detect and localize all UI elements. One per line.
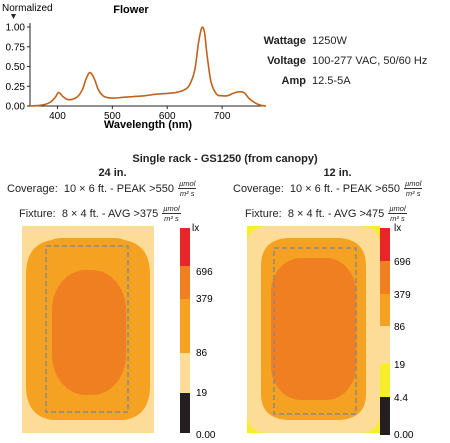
- coverage-label: Coverage:: [7, 182, 58, 195]
- unit-den: m² s: [405, 189, 421, 198]
- spec-label: Voltage: [267, 55, 306, 67]
- y-tick-label: 0.50: [6, 62, 26, 73]
- heat-zone-core: [271, 258, 356, 400]
- scale-tick: 696: [196, 267, 213, 278]
- fixture-specs: Wattage 1250W Voltage 100-277 VAC, 50/60 H…: [230, 35, 428, 95]
- scale-unit: lx: [394, 223, 401, 234]
- y-axis-label: Normalized: [2, 3, 53, 14]
- x-axis-label: Wavelength (nm): [104, 119, 193, 131]
- unit-den: m² s: [179, 189, 195, 198]
- fixture-line-12in: Fixture: 8 × 4 ft. - AVG >475 µmol m² s: [245, 204, 407, 223]
- unit-num: µmol: [388, 204, 407, 214]
- unit-num: µmol: [177, 179, 197, 189]
- scale-tick: 379: [196, 294, 213, 305]
- y-ticks: 1.00 0.75 0.50 0.25 0.00: [6, 23, 30, 113]
- color-scale-12in: lx 696 379 86 19 4.4 0.00: [380, 223, 414, 440]
- fixture-outline: [273, 247, 357, 415]
- scale-band-black: [380, 397, 390, 435]
- chart-title: Flower: [113, 4, 149, 16]
- fixture-text: 8 × 4 ft. - AVG >475: [287, 207, 385, 220]
- fixture-label: Fixture:: [19, 207, 56, 220]
- scale-tick: 696: [394, 257, 411, 268]
- scale-band-red: [380, 228, 390, 261]
- heatmap-24in: [22, 226, 154, 433]
- coverage-line-24in: Coverage: 10 × 6 ft. - PEAK >550 µmol m² …: [7, 179, 197, 198]
- scale-band-dark-orange: [380, 261, 390, 294]
- panel-height-label: 12 in.: [323, 167, 352, 179]
- spec-value: 100-277 VAC, 50/60 Hz: [312, 55, 428, 67]
- scale-tick: 86: [196, 348, 208, 359]
- scale-band-light: [380, 326, 390, 364]
- heat-zone-core: [52, 270, 126, 395]
- unit-num: µmol: [403, 179, 423, 189]
- coverage-line-12in: Coverage: 10 × 6 ft. - PEAK >650 µmol m² …: [233, 179, 423, 198]
- x-tick-label: 500: [104, 111, 121, 122]
- spec-label: Wattage: [263, 35, 306, 47]
- panel-12in: 12 in.: [225, 167, 450, 181]
- scale-unit: lx: [192, 223, 199, 234]
- heatmap-12in: [247, 226, 380, 433]
- fixture-line-24in: Fixture: 8 × 4 ft. - AVG >375 µmol m² s: [19, 204, 181, 223]
- scale-tick: 86: [394, 322, 406, 333]
- panel-height-label: 24 in.: [98, 167, 127, 179]
- y-tick-label: 0.25: [6, 82, 26, 93]
- unit-fraction: µmol m² s: [162, 204, 181, 223]
- fixture-text: 8 × 4 ft. - AVG >375: [61, 207, 159, 220]
- coverage-label: Coverage:: [233, 182, 284, 195]
- scale-tick: 4.4: [394, 393, 408, 404]
- scale-band-dark-orange: [180, 266, 190, 299]
- color-scale-24in: lx 696 379 86 19 0.00: [180, 223, 216, 440]
- scale-band-yellow: [380, 364, 390, 397]
- fixture-outline: [45, 245, 129, 413]
- scale-tick: 379: [394, 290, 411, 301]
- coverage-text: 10 × 6 ft. - PEAK >650: [289, 182, 400, 195]
- scale-band-orange: [380, 294, 390, 326]
- panel-24in: 24 in.: [0, 167, 225, 181]
- unit-fraction: µmol m² s: [177, 179, 197, 198]
- x-tick-label: 700: [214, 111, 231, 122]
- spec-label: Amp: [281, 75, 306, 87]
- scale-band-orange: [180, 299, 190, 353]
- spectrum-chart: Normalized Flower 1.00 0.75 0.50 0.25 0.00 4…: [2, 3, 267, 131]
- fixture-label: Fixture:: [245, 207, 282, 220]
- x-tick-label: 600: [159, 111, 176, 122]
- spec-value: 12.5-5A: [312, 75, 351, 87]
- scale-tick: 0.00: [394, 430, 414, 440]
- scale-tick: 19: [196, 388, 208, 399]
- x-tick-label: 400: [49, 111, 66, 122]
- chart-axes: [29, 23, 266, 107]
- y-axis-arrow-icon: [11, 14, 16, 19]
- scale-band-light: [180, 353, 190, 393]
- unit-num: µmol: [162, 204, 181, 214]
- scale-band-red: [180, 228, 190, 266]
- spec-row-amp: Amp 12.5-5A: [230, 75, 427, 95]
- scale-tick: 0.00: [196, 430, 216, 440]
- spectrum-series-line: [29, 26, 267, 107]
- unit-fraction: µmol m² s: [403, 179, 423, 198]
- x-ticks: 400 500 600 700: [49, 106, 231, 122]
- y-tick-label: 0.75: [6, 42, 26, 53]
- y-tick-label: 1.00: [6, 23, 26, 34]
- spec-row-voltage: Voltage 100-277 VAC, 50/60 Hz: [230, 55, 427, 75]
- coverage-text: 10 × 6 ft. - PEAK >550: [63, 182, 174, 195]
- scale-tick: 19: [394, 360, 406, 371]
- scale-band-black: [180, 393, 190, 433]
- unit-den: m² s: [164, 214, 179, 223]
- spec-value: 1250W: [312, 35, 347, 47]
- unit-den: m² s: [390, 214, 405, 223]
- unit-fraction: µmol m² s: [388, 204, 407, 223]
- y-tick-label: 0.00: [6, 102, 26, 113]
- rack-title: Single rack - GS1250 (from canopy): [132, 153, 318, 165]
- spec-row-wattage: Wattage 1250W: [230, 35, 427, 55]
